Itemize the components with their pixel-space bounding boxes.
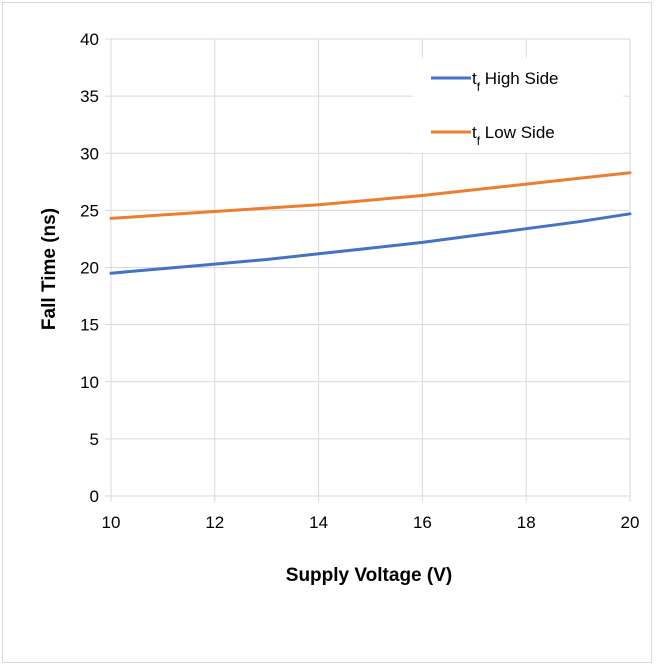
x-tick-label: 10 [102,513,121,532]
line-chart: 0 5 10 15 20 25 30 35 40 10 12 14 16 18 20 Fall Time … [39,30,640,586]
y-tick-label: 15 [80,316,99,335]
x-tick-labels: 10 12 14 16 18 20 [102,513,640,532]
y-tick-label: 5 [90,430,99,449]
gridlines [105,38,631,502]
series-lines [109,171,632,275]
y-tick-label: 25 [80,201,99,220]
series-line-high-side [109,212,632,275]
x-axis-title: Supply Voltage (V) [286,565,452,586]
y-axis-title: Fall Time (ns) [39,208,60,330]
y-tick-label: 35 [80,87,99,106]
y-tick-label: 0 [90,487,99,506]
y-tick-label: 30 [80,144,99,163]
x-tick-label: 20 [621,513,640,532]
y-tick-label: 40 [80,30,99,49]
y-tick-label: 10 [80,373,99,392]
x-tick-label: 12 [205,513,224,532]
series-line-low-side [109,171,632,220]
x-tick-label: 18 [517,513,536,532]
legend-label-high-side: tf High Side [472,69,559,94]
x-tick-label: 14 [309,513,328,532]
legend-label-low-side: tf Low Side [472,123,555,148]
y-tick-label: 20 [80,259,99,278]
x-tick-label: 16 [413,513,432,532]
y-tick-labels: 0 5 10 15 20 25 30 35 40 [80,30,99,506]
legend-background [413,58,623,153]
legend: tf High Side tf Low Side [413,58,623,153]
